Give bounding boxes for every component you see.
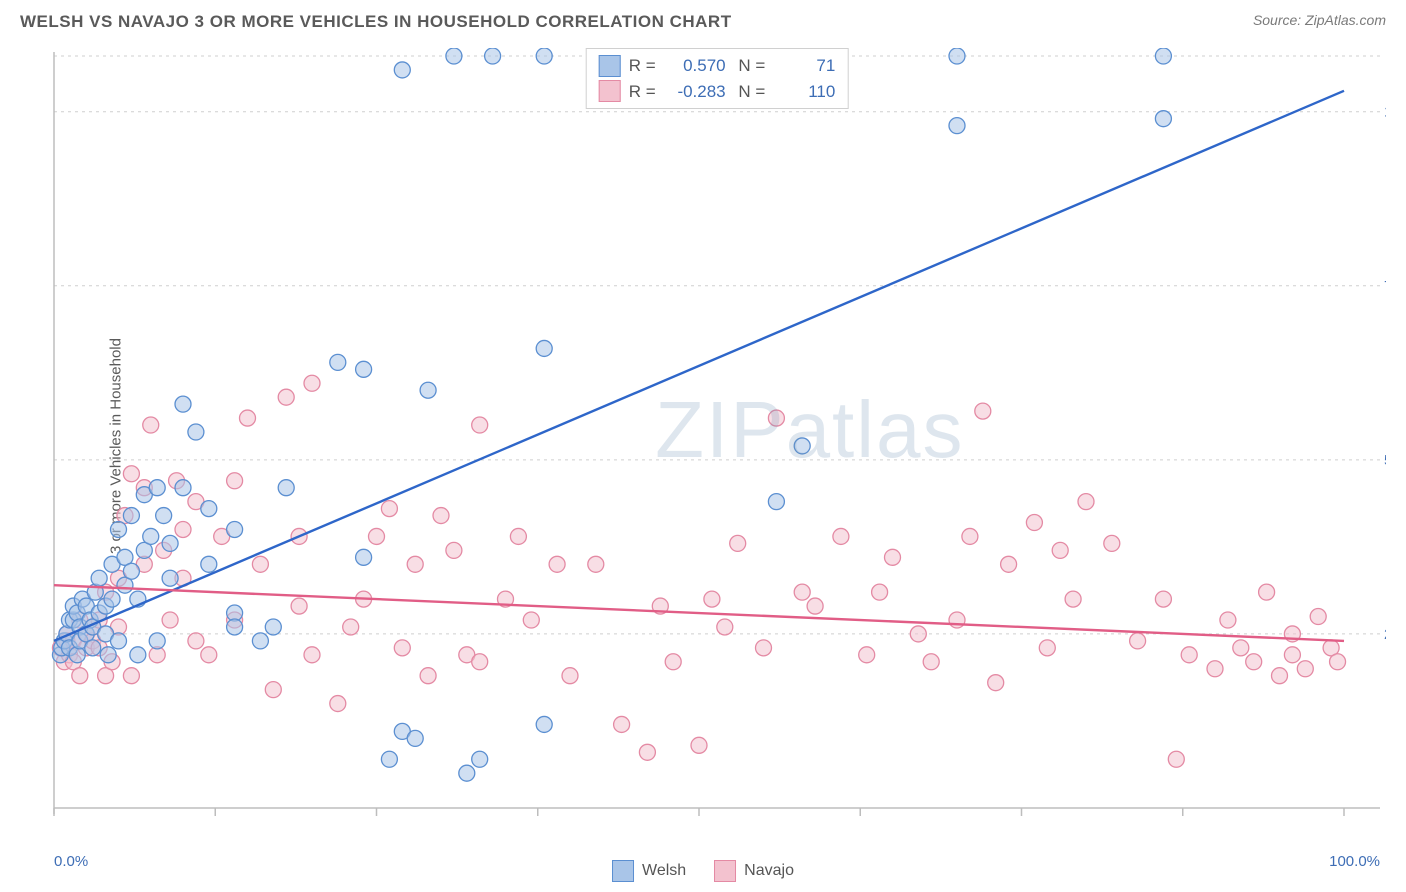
welsh-r-value: 0.570 bbox=[664, 53, 726, 79]
svg-text:75.0%: 75.0% bbox=[1384, 278, 1386, 295]
source-label: Source: ZipAtlas.com bbox=[1253, 12, 1386, 28]
svg-text:25.0%: 25.0% bbox=[1384, 626, 1386, 643]
stats-legend: R = 0.570 N = 71 R = -0.283 N = 110 bbox=[586, 48, 849, 109]
welsh-swatch bbox=[612, 860, 634, 882]
n-label: N = bbox=[734, 53, 766, 79]
stats-row-welsh: R = 0.570 N = 71 bbox=[599, 53, 836, 79]
svg-text:100.0%: 100.0% bbox=[1384, 104, 1386, 121]
navajo-swatch bbox=[599, 80, 621, 102]
legend-label: Welsh bbox=[642, 862, 686, 880]
navajo-r-value: -0.283 bbox=[664, 79, 726, 105]
welsh-n-value: 71 bbox=[773, 53, 835, 79]
welsh-swatch bbox=[599, 55, 621, 77]
x-axis-max: 100.0% bbox=[1329, 853, 1380, 870]
legend-item-navajo: Navajo bbox=[714, 860, 794, 882]
stats-row-navajo: R = -0.283 N = 110 bbox=[599, 79, 836, 105]
r-label: R = bbox=[629, 79, 656, 105]
svg-text:50.0%: 50.0% bbox=[1384, 452, 1386, 469]
chart-area: 25.0%50.0%75.0%100.0% ZIPatlas R = 0.570… bbox=[48, 48, 1386, 844]
legend-item-welsh: Welsh bbox=[612, 860, 686, 882]
r-label: R = bbox=[629, 53, 656, 79]
legend-label: Navajo bbox=[744, 862, 794, 880]
n-label: N = bbox=[734, 79, 766, 105]
navajo-n-value: 110 bbox=[773, 79, 835, 105]
navajo-swatch bbox=[714, 860, 736, 882]
bottom-legend: Welsh Navajo bbox=[612, 860, 794, 882]
scatter-plot: 25.0% 50.0% 75.0% 100.0% bbox=[48, 48, 1386, 844]
chart-title: WELSH VS NAVAJO 3 OR MORE VEHICLES IN HO… bbox=[20, 12, 732, 32]
x-axis-min: 0.0% bbox=[54, 853, 88, 870]
